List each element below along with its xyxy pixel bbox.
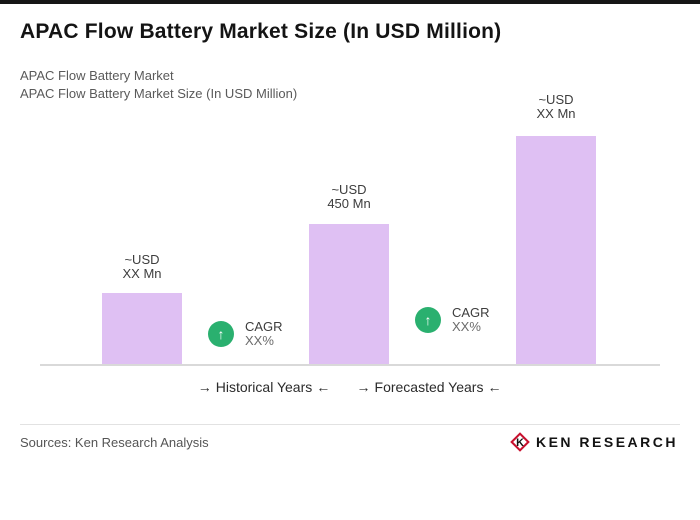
subtitle-market-size: APAC Flow Battery Market Size (In USD Mi… [20, 86, 298, 101]
bar-base-year [309, 224, 389, 365]
brand-logo: K KEN RESEARCH [510, 432, 678, 452]
left-arrow-icon: ← [316, 379, 331, 395]
right-arrow-icon: → [356, 379, 371, 395]
top-accent-bar [0, 0, 700, 4]
x-axis-line [40, 364, 660, 366]
cagr-label-2: CAGR XX% [452, 305, 490, 334]
bar-forecast [516, 136, 596, 365]
subtitle-market-name: APAC Flow Battery Market [20, 68, 174, 83]
bar-historical [102, 293, 182, 365]
brand-name: KEN RESEARCH [535, 434, 678, 450]
footer-divider [20, 424, 680, 425]
arrow-up-icon: ↑ [415, 307, 441, 333]
right-arrow-icon: → [197, 379, 212, 395]
bar-value-label-base: ~USD 450 Mn [327, 182, 371, 211]
cagr-label-1: CAGR XX% [245, 319, 283, 348]
page-title: APAC Flow Battery Market Size (In USD Mi… [20, 20, 502, 43]
arrow-up-icon: ↑ [208, 321, 234, 347]
bar-value-label-historical: ~USD XX Mn [122, 252, 162, 281]
svg-text:K: K [516, 437, 524, 449]
bar-value-label-forecast: ~USD XX Mn [536, 92, 576, 121]
period-label-historical: → Historical Years ← [179, 379, 349, 395]
ken-research-k-icon: K [510, 432, 530, 452]
source-note: Sources: Ken Research Analysis [20, 435, 209, 450]
left-arrow-icon: ← [487, 379, 502, 395]
period-label-forecasted: → Forecasted Years ← [344, 379, 514, 395]
